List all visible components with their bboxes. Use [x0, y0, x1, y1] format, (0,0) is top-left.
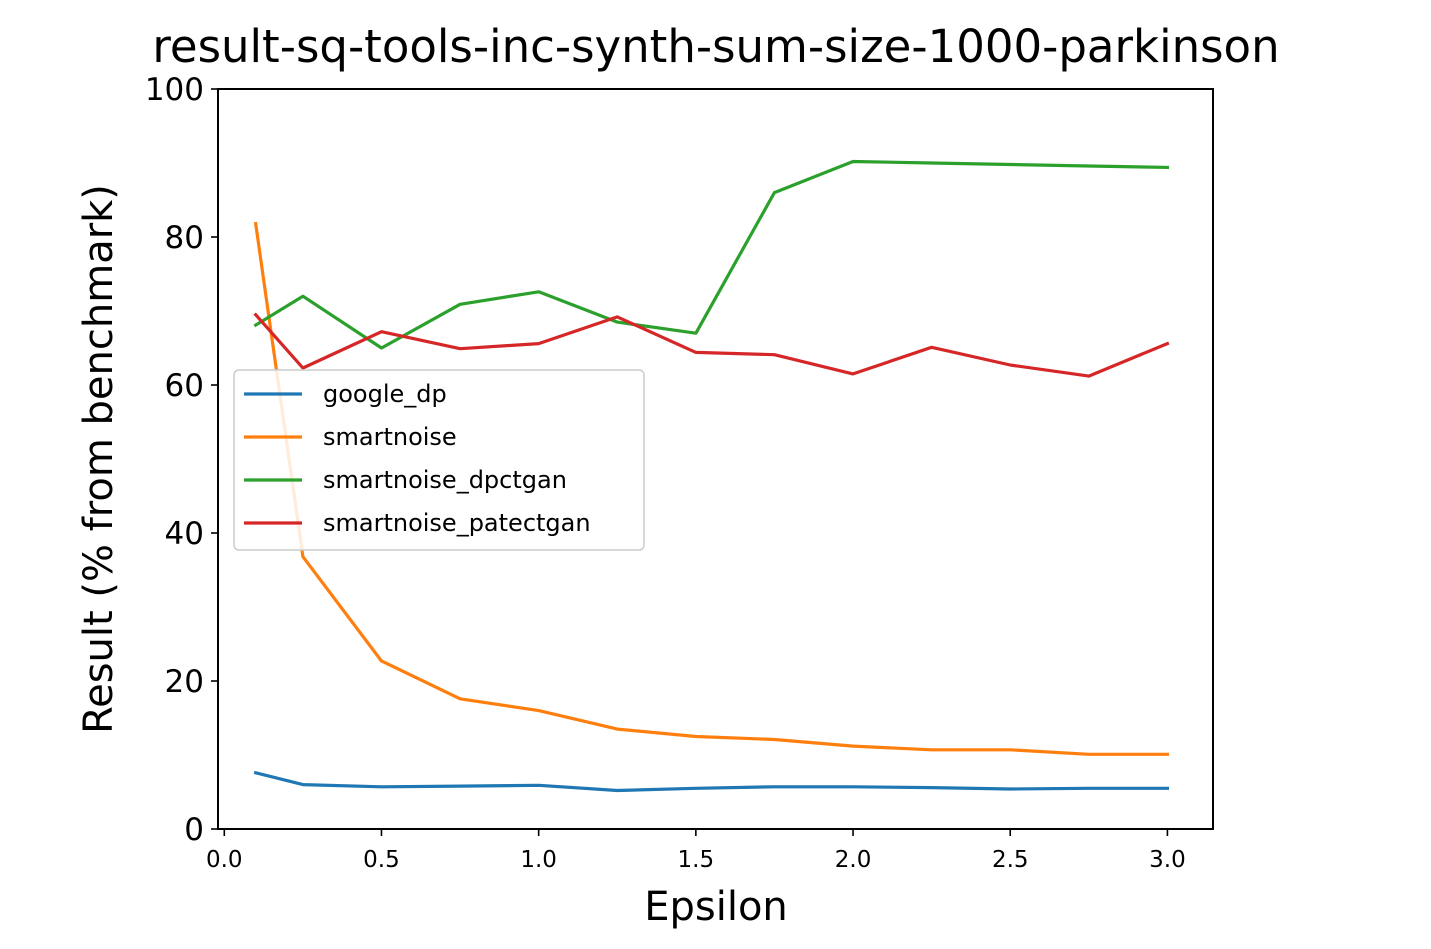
x-tick-label: 3.0 — [1149, 847, 1186, 873]
y-tick-label: 100 — [145, 72, 204, 108]
y-tick-label: 20 — [165, 664, 204, 700]
legend-label: smartnoise — [323, 423, 457, 451]
legend-label: google_dp — [323, 380, 447, 408]
y-tick-label: 80 — [165, 220, 204, 256]
axes-frame — [217, 88, 1214, 830]
series-line-google-dp — [253, 770, 1170, 793]
axes: 0.0 0.5 1.0 1.5 2.0 2.5 3.0 0 20 40 60 80 100 — [145, 72, 1186, 873]
x-tick-label: 0.5 — [363, 847, 400, 873]
legend-box — [233, 369, 645, 551]
chart-title: result-sq-tools-inc-synth-sum-size-1000-… — [152, 20, 1279, 73]
x-tick-label: 2.0 — [835, 847, 872, 873]
plot-area — [253, 159, 1170, 793]
series-line-smartnoise-patectgan — [253, 312, 1170, 378]
legend: google_dp smartnoise smartnoise_dpctgansma… — [233, 369, 645, 551]
series-line-smartnoise — [253, 221, 1170, 756]
x-axis-label: Epsilon — [644, 884, 788, 930]
x-tick-label: 1.0 — [520, 847, 557, 873]
y-tick-label: 40 — [165, 516, 204, 552]
y-axis-label: Result (% from benchmark) — [76, 184, 122, 734]
x-tick-label: 1.5 — [678, 847, 715, 873]
series-line-smartnoise-dpctgan — [253, 159, 1170, 350]
legend-label: smartnoise_dpctgan — [323, 466, 567, 494]
x-tick-label: 0.0 — [206, 847, 243, 873]
legend-label: smartnoise_patectgan — [323, 509, 591, 537]
y-tick-label: 0 — [184, 812, 204, 848]
x-tick-label: 2.5 — [992, 847, 1029, 873]
y-tick-label: 60 — [165, 368, 204, 404]
